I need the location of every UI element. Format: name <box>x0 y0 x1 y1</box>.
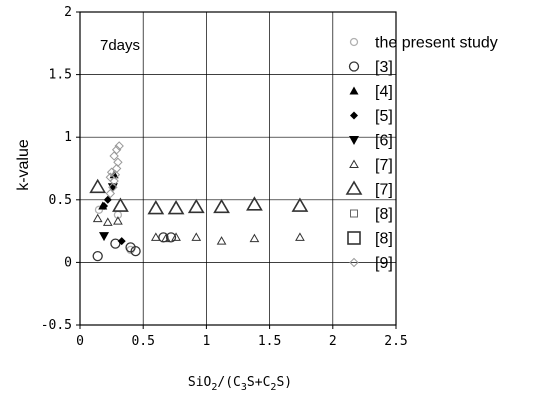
legend-marker <box>349 136 359 145</box>
data-point <box>113 157 123 167</box>
legend-label: [8] <box>375 206 393 223</box>
x-axis-label: SiO2/(C3S+C2S) <box>188 375 292 393</box>
data-point <box>130 245 141 257</box>
legend-label: the present study <box>375 35 498 52</box>
data-point <box>89 178 107 194</box>
data-point <box>108 182 118 192</box>
legend-label: [9] <box>375 255 393 272</box>
x-tick-label: 0.5 <box>131 334 154 349</box>
y-tick-label: 1 <box>64 130 72 145</box>
y-tick-label: 0.5 <box>49 193 72 208</box>
legend-label: [5] <box>375 108 393 125</box>
data-point <box>99 232 110 242</box>
x-tick-label: 2.5 <box>384 334 407 349</box>
data-point <box>100 202 109 211</box>
x-tick-label: 2 <box>329 334 337 349</box>
y-axis-label: k-value <box>15 139 32 191</box>
data-point <box>92 213 103 223</box>
legend-label: [7] <box>375 182 393 199</box>
y-tick-label: -0.5 <box>41 318 72 333</box>
grid-lines <box>79 11 397 326</box>
data-point <box>150 232 161 241</box>
chart-annotation: 7days <box>100 37 140 54</box>
data-point <box>117 237 126 246</box>
data-point <box>111 163 122 174</box>
data-point <box>246 196 263 211</box>
tick-labels: 0 0.5 1 1.5 2 2.5 -0.5 0 0.5 1 1.5 2 <box>41 5 408 349</box>
data-point <box>113 216 123 225</box>
legend-marker <box>349 159 359 168</box>
data-point <box>103 195 112 204</box>
data-point <box>94 205 104 214</box>
x-tick-label: 0 <box>76 334 84 349</box>
x-tick-label: 1 <box>202 334 210 349</box>
data-point <box>167 199 185 215</box>
data-point <box>161 233 171 243</box>
legend-marker <box>349 257 359 268</box>
legend-marker <box>350 111 358 120</box>
legend-label: [7] <box>375 157 393 174</box>
legend-label: [4] <box>375 84 393 101</box>
data-point <box>187 198 205 214</box>
data-point <box>249 233 260 243</box>
x-tick-label: 1.5 <box>258 334 281 349</box>
data-point <box>213 198 230 214</box>
data-point <box>105 188 116 199</box>
legend-marker <box>348 61 360 72</box>
data-points <box>89 141 309 262</box>
legend: the present study [3] [4] [5] [6] [7] [7] [8] [8… <box>345 35 498 272</box>
y-tick-label: 1.5 <box>49 68 72 83</box>
legend-marker <box>350 209 358 218</box>
data-point <box>114 141 124 151</box>
data-point <box>92 250 103 262</box>
data-point <box>106 167 117 177</box>
legend-marker <box>349 37 359 47</box>
data-point <box>295 232 305 241</box>
data-point <box>291 197 309 212</box>
data-point <box>102 217 113 226</box>
legend-label: [3] <box>375 59 393 76</box>
data-point <box>111 145 122 155</box>
legend-marker <box>349 86 359 95</box>
data-point <box>110 170 121 180</box>
data-point <box>112 197 129 212</box>
y-tick-label: 2 <box>64 5 72 20</box>
legend-marker <box>345 180 363 195</box>
legend-marker <box>347 231 361 245</box>
data-point <box>216 236 227 245</box>
data-point <box>109 151 119 161</box>
data-point <box>110 238 121 249</box>
data-point <box>165 232 177 243</box>
plot-frame <box>79 11 397 326</box>
data-point <box>191 232 202 241</box>
data-point <box>171 232 181 241</box>
y-tick-label: 0 <box>64 255 72 270</box>
data-point <box>147 199 165 215</box>
legend-label: [8] <box>375 231 393 248</box>
data-point <box>105 172 116 182</box>
legend-label: [6] <box>375 133 393 150</box>
